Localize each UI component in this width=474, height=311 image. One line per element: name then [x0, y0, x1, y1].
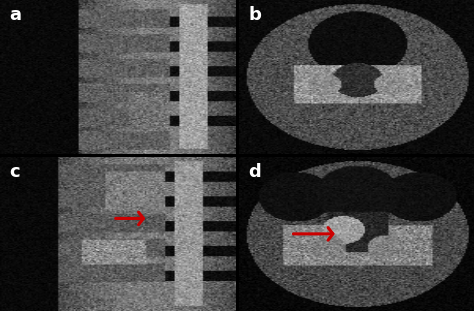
Text: a: a	[9, 6, 21, 24]
Text: b: b	[248, 6, 261, 24]
Text: c: c	[9, 163, 20, 181]
Text: d: d	[248, 163, 261, 181]
